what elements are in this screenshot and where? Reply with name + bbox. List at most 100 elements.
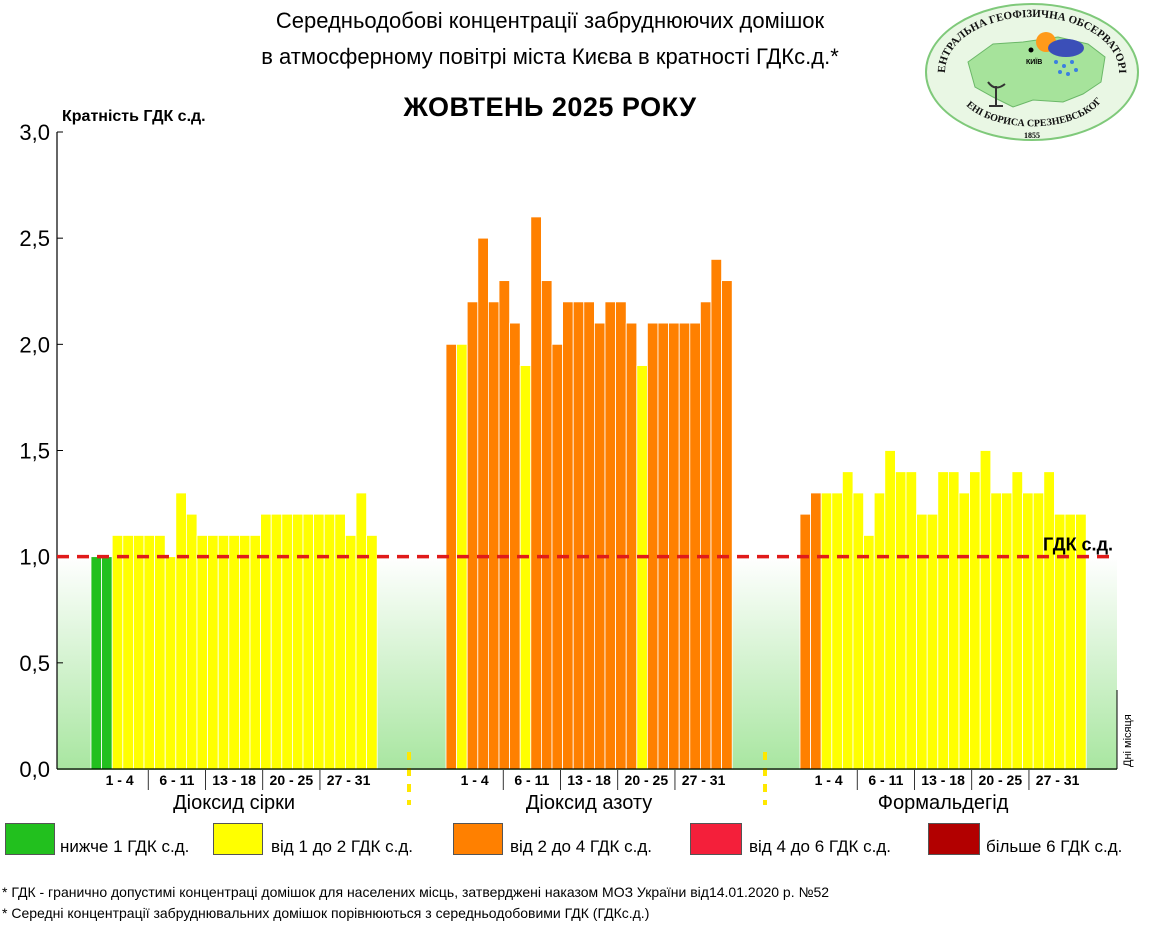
bar <box>831 492 843 770</box>
x-axis-label: Дні місяця <box>1122 714 1134 767</box>
bar <box>958 492 971 770</box>
bar <box>926 513 939 770</box>
logo-year: 1855 <box>1024 131 1040 140</box>
day-range-label: 13 - 18 <box>921 772 965 788</box>
y-tick-label: 3,0 <box>19 120 50 145</box>
bar <box>799 513 812 770</box>
bar <box>721 280 733 770</box>
bar <box>302 513 315 770</box>
day-range-label: 20 - 25 <box>270 772 314 788</box>
bar <box>852 492 865 770</box>
bar <box>1001 492 1013 770</box>
day-range-label: 13 - 18 <box>212 772 256 788</box>
legend-label: більше 6 ГДК с.д. <box>986 837 1123 856</box>
y-tick-label: 2,5 <box>19 226 50 251</box>
bar <box>90 556 103 770</box>
legend-swatch <box>690 823 742 855</box>
series-group <box>445 216 733 770</box>
bar <box>519 365 532 770</box>
bar <box>842 471 854 770</box>
bar <box>948 471 960 770</box>
bar <box>323 513 336 770</box>
bar <box>678 322 691 770</box>
day-range-label: 20 - 25 <box>979 772 1023 788</box>
series-group <box>799 450 1087 770</box>
day-range-label: 6 - 11 <box>868 772 903 788</box>
observatory-logo: КИЇВ ЦЕНТРАЛЬНА ГЕОФІЗИЧНА ОБСЕРВАТОРІЯ … <box>923 2 1139 141</box>
legend-label: від 2 до 4 ГДК с.д. <box>510 837 652 856</box>
day-range-label: 13 - 18 <box>567 772 611 788</box>
bar <box>366 535 378 770</box>
bar <box>344 535 357 770</box>
bar <box>873 492 886 770</box>
bar <box>916 513 928 770</box>
bar <box>689 322 701 770</box>
bar <box>154 535 166 770</box>
bar <box>270 513 283 770</box>
bar <box>820 492 833 770</box>
bar <box>979 450 992 770</box>
bar <box>615 301 627 770</box>
day-range-label: 6 - 11 <box>514 772 549 788</box>
legend-swatch <box>213 823 263 855</box>
bar <box>207 535 219 770</box>
bar <box>111 535 124 770</box>
bar <box>657 322 670 770</box>
chart-title-line-2: в атмосферному повітрі міста Києва в кра… <box>261 44 839 69</box>
bar <box>583 301 595 770</box>
bar <box>937 471 949 770</box>
bar <box>228 535 240 770</box>
legend-swatch <box>928 823 980 855</box>
bar <box>668 322 680 770</box>
bar <box>636 365 648 770</box>
bar <box>122 535 134 770</box>
bar <box>710 258 723 770</box>
footnote-1: * ГДК - гранично допустимі концентраці д… <box>2 884 830 900</box>
bar <box>477 237 489 770</box>
bar <box>466 301 479 770</box>
day-range-label: 27 - 31 <box>1036 772 1080 788</box>
day-range-label: 6 - 11 <box>159 772 194 788</box>
bar <box>143 535 156 770</box>
bar <box>863 535 875 770</box>
y-tick-label: 0,5 <box>19 651 50 676</box>
bar <box>895 471 907 770</box>
bar <box>572 301 585 770</box>
y-tick-label: 1,5 <box>19 439 50 464</box>
legend-label: від 4 до 6 ГДК с.д. <box>749 837 891 856</box>
bar <box>1022 492 1034 770</box>
bar <box>355 492 368 770</box>
cloud-icon <box>1048 39 1084 57</box>
bar <box>647 322 659 770</box>
chart-title-line-1: Середньодобові концентрації забруднюючих… <box>275 8 825 33</box>
radar-dish-icon <box>987 81 1006 107</box>
day-range-label: 1 - 4 <box>461 772 489 788</box>
bar <box>101 556 113 770</box>
bar <box>884 450 896 770</box>
bar <box>281 513 293 770</box>
bar <box>594 322 606 770</box>
day-range-label: 1 - 4 <box>106 772 134 788</box>
legend-label: нижче 1 ГДК с.д. <box>60 837 190 856</box>
y-axis-label: Кратність ГДК с.д. <box>62 108 206 125</box>
series-name-label: Формальдегід <box>878 792 1009 814</box>
y-tick-label: 0,0 <box>19 757 50 782</box>
bar <box>541 280 553 770</box>
bar <box>217 535 230 770</box>
y-tick-label: 2,0 <box>19 332 50 357</box>
bar <box>498 280 511 770</box>
bar <box>185 513 198 770</box>
bar <box>810 492 822 770</box>
bar <box>164 556 177 770</box>
footnote-2: * Середні концентрації забруднювальних д… <box>2 905 650 921</box>
bar <box>530 216 542 770</box>
bar <box>196 535 209 770</box>
bar <box>905 471 918 770</box>
legend-label: від 1 до 2 ГДК с.д. <box>271 837 413 856</box>
bar <box>604 301 617 770</box>
day-range-label: 20 - 25 <box>625 772 669 788</box>
bar <box>969 471 981 770</box>
bar <box>1011 471 1024 770</box>
bar <box>260 513 272 770</box>
bar <box>313 513 325 770</box>
